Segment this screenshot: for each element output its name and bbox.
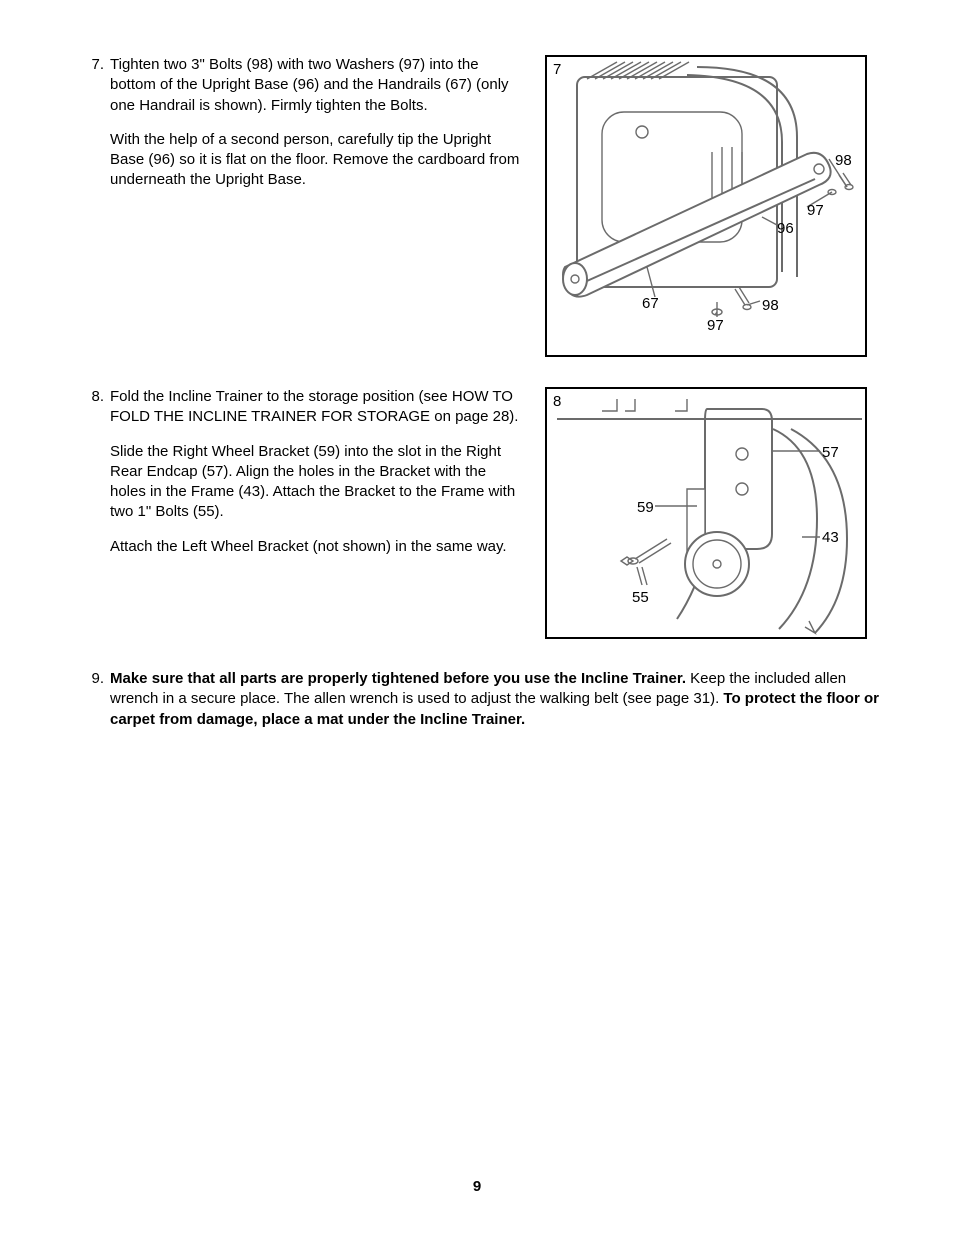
step-figure: 8 57 59 43 55 <box>545 387 867 639</box>
callout-label: 98 <box>835 152 852 169</box>
step-7: 7. Tighten two 3" Bolts (98) with two Wa… <box>80 55 879 357</box>
paragraph: Tighten two 3" Bolts (98) with two Washe… <box>110 55 525 116</box>
manual-page: 7. Tighten two 3" Bolts (98) with two Wa… <box>0 0 954 1235</box>
step-text: Tighten two 3" Bolts (98) with two Washe… <box>110 55 525 191</box>
callout-label: 98 <box>762 297 779 314</box>
callout-label: 59 <box>637 499 654 516</box>
callout-label: 57 <box>822 444 839 461</box>
step-figure: 7 98 97 96 67 97 98 <box>545 55 867 357</box>
step-number: 7. <box>80 55 110 75</box>
paragraph: Slide the Right Wheel Bracket (59) into … <box>110 442 525 523</box>
step-text: Make sure that all parts are properly ti… <box>110 669 880 730</box>
callout-label: 43 <box>822 529 839 546</box>
step-number: 9. <box>80 669 110 689</box>
paragraph: With the help of a second person, carefu… <box>110 130 525 191</box>
step-8: 8. Fold the Incline Trainer to the stora… <box>80 387 879 639</box>
callout-label: 55 <box>632 589 649 606</box>
diagram-wheel-bracket <box>547 389 865 637</box>
step-9: 9. Make sure that all parts are properly… <box>80 669 879 730</box>
callout-label: 97 <box>807 202 824 219</box>
page-number: 9 <box>0 1178 954 1195</box>
paragraph: Fold the Incline Trainer to the storage … <box>110 387 525 428</box>
step-number: 8. <box>80 387 110 407</box>
callout-label: 97 <box>707 317 724 334</box>
step-text: Fold the Incline Trainer to the storage … <box>110 387 525 557</box>
paragraph: Attach the Left Wheel Bracket (not shown… <box>110 537 525 557</box>
paragraph: Make sure that all parts are properly ti… <box>110 669 880 730</box>
bold-run: Make sure that all parts are properly ti… <box>110 670 686 687</box>
callout-label: 67 <box>642 295 659 312</box>
figure-corner-label: 8 <box>553 393 561 410</box>
figure-corner-label: 7 <box>553 61 561 78</box>
callout-label: 96 <box>777 220 794 237</box>
